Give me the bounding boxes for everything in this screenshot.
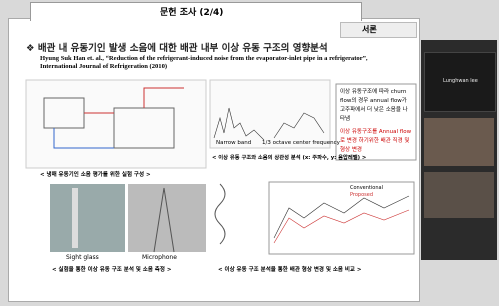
label: Sight glass [66, 254, 99, 261]
participant-name: Lunghwan lee [443, 78, 478, 84]
bullet: 이상 유동구조에 따라 churn flow의 경우 annual flow가 … [340, 88, 412, 124]
tab [340, 22, 417, 38]
caption: < 냉매 유동기인 소음 평가를 위한 실험 구성 > [40, 170, 151, 178]
bullet-box: 이상 유동구조에 따라 churn flow의 경우 annual flow가 … [340, 88, 412, 155]
title: ❖ 배관 내 유동기인 발생 소음에 대한 배관 내부 이상 유동 구조의 영향… [26, 40, 328, 54]
header: 문헌 조사 (2/4) [160, 5, 223, 18]
caption: < 실험을 통한 이상 유동 구조 분석 및 소음 측정 > [52, 265, 171, 273]
section-tab: 서론 [362, 24, 377, 35]
video-panel: Lunghwan lee [421, 40, 497, 260]
legend: Proposed [350, 192, 373, 198]
bullet: 이상 유동구조를 Annual flow로 변경 하기위한 배관 직경 및 형상… [340, 128, 412, 155]
citation: Hyung Suk Han et. al., “Reduction of the… [40, 55, 400, 71]
participant-tile[interactable] [424, 118, 494, 166]
label: Narrow band [216, 140, 251, 146]
screen: 문헌 조사 (2/4) 서론 ❖ 배관 내 유동기인 발생 소음에 대한 배관 … [0, 0, 499, 306]
caption: < 이상 유동 구조 분석을 통한 배관 형상 변경 및 소음 비교 > [218, 265, 362, 273]
legend: Conventional [350, 185, 383, 191]
label: Microphone [142, 254, 177, 261]
participant-tile[interactable] [424, 172, 494, 218]
label: 1/3 octave center frequency [262, 140, 340, 146]
